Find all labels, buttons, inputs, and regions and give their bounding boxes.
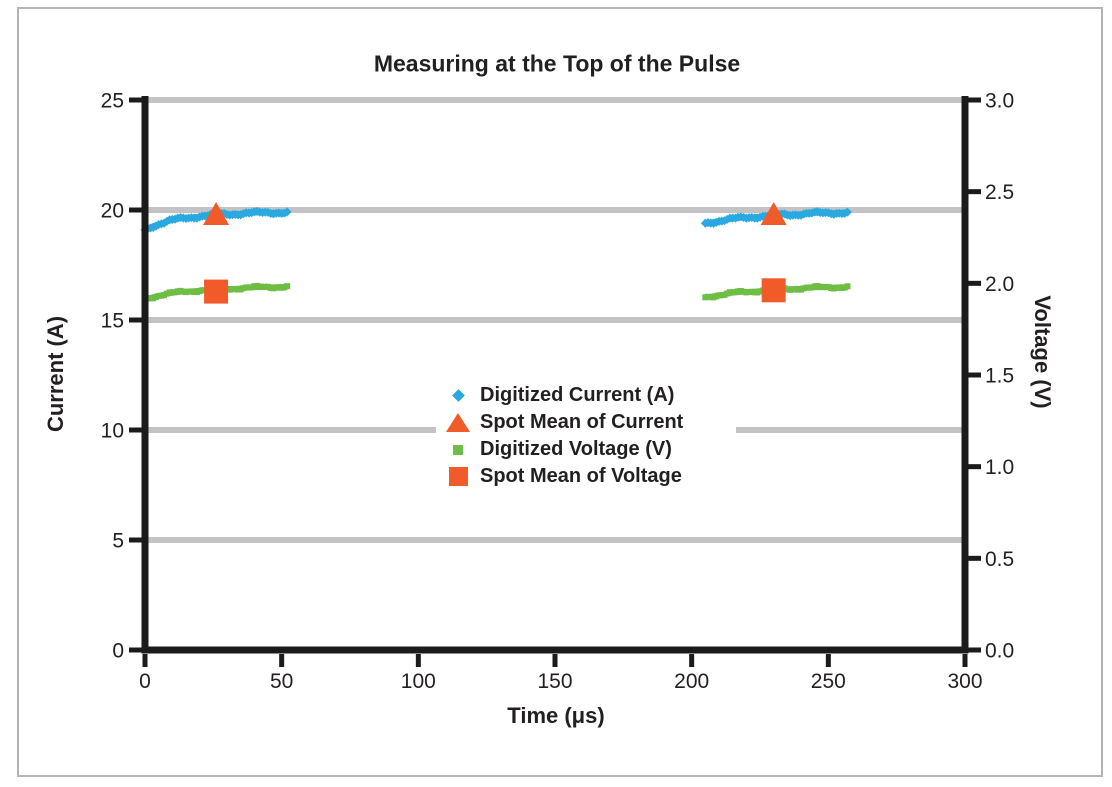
legend: Digitized Current (A) Spot Mean of Curre… (436, 380, 736, 492)
y-left-tick-label: 0 (112, 640, 124, 663)
spot-mean-current-triangle-icon (446, 413, 470, 432)
x-tick-label: 0 (139, 670, 151, 693)
legend-item-spot-mean-voltage: Spot Mean of Voltage (436, 463, 736, 490)
x-tick-label: 50 (270, 670, 293, 693)
x-tick-label: 300 (947, 670, 982, 693)
digitized-voltage-point (844, 283, 851, 290)
legend-label: Spot Mean of Voltage (480, 465, 682, 487)
y-right-tick-label: 1.5 (985, 365, 1014, 388)
digitized-voltage-square-icon (453, 444, 463, 455)
y-left-tick-label: 5 (112, 530, 124, 553)
y-left-tick-label: 10 (101, 420, 124, 443)
spot-mean-voltage-marker (204, 279, 229, 304)
y-right-tick-label: 0.5 (985, 548, 1014, 571)
chart-title: Measuring at the Top of the Pulse (373, 50, 741, 77)
legend-label: Digitized Current (A) (480, 384, 675, 406)
digitized-voltage-point (284, 283, 291, 290)
legend-label: Digitized Voltage (V) (480, 438, 672, 460)
y-right-tick-label: 1.0 (985, 456, 1014, 479)
legend-item-spot-mean-current: Spot Mean of Current (436, 409, 736, 436)
y-left-tick-label: 15 (101, 310, 124, 333)
legend-label: Spot Mean of Current (480, 411, 684, 433)
x-tick-label: 250 (811, 670, 846, 693)
y-left-tick-label: 25 (101, 90, 124, 113)
x-axis-title-time: Time (μs) (507, 703, 605, 728)
y-axis-title-voltage: Voltage (V) (1030, 295, 1055, 409)
y-right-tick-label: 2.0 (985, 273, 1014, 296)
x-tick-label: 150 (537, 670, 572, 693)
x-tick-label: 200 (674, 670, 709, 693)
y-right-tick-label: 0.0 (985, 640, 1014, 663)
y-left-tick-label: 20 (101, 200, 124, 223)
spot-mean-current-marker (203, 202, 230, 226)
spot-mean-voltage-square-icon (448, 467, 468, 486)
digitized-current-diamond-icon (451, 389, 465, 402)
y-right-tick-label: 2.5 (985, 181, 1014, 204)
legend-item-digitized-current: Digitized Current (A) (436, 382, 736, 409)
legend-item-digitized-voltage: Digitized Voltage (V) (436, 436, 736, 463)
y-right-tick-label: 3.0 (985, 90, 1014, 113)
spot-mean-voltage-marker (761, 278, 786, 303)
y-axis-title-current: Current (A) (43, 315, 68, 433)
spot-mean-current-marker (760, 202, 787, 226)
x-tick-label: 100 (401, 670, 436, 693)
